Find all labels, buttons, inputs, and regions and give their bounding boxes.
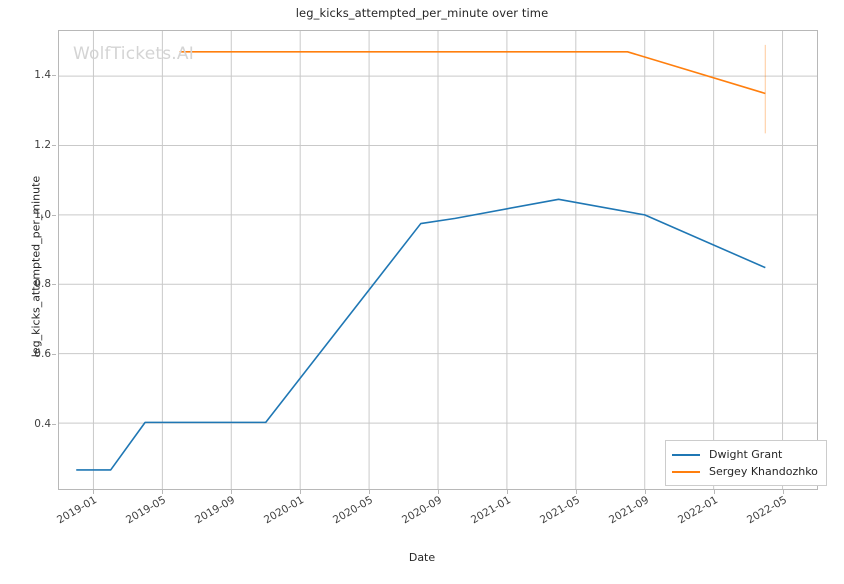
legend-swatch-blue (672, 453, 700, 456)
legend-swatch-orange (672, 470, 700, 473)
y-tick-label: 1.0 (34, 208, 51, 221)
x-tick-label: 2020-05 (330, 494, 375, 527)
series-line (179, 51, 766, 95)
x-tick-mark (438, 490, 439, 494)
x-tick-label: 2019-09 (192, 494, 237, 527)
series-line (76, 198, 766, 471)
x-tick-mark (507, 490, 509, 494)
y-tick-mark (52, 284, 56, 286)
chart-legend[interactable]: Dwight Grant Sergey Khandozhko (665, 440, 827, 486)
legend-label: Dwight Grant (709, 447, 783, 461)
x-tick-mark (714, 490, 716, 494)
x-tick-label: 2020-09 (400, 494, 444, 527)
x-tick-mark (368, 490, 370, 494)
y-tick-mark (52, 354, 56, 356)
y-tick-label: 1.4 (34, 69, 51, 82)
y-tick-label: 0.6 (34, 348, 51, 361)
data-series-layer (76, 44, 766, 471)
legend-item[interactable]: Dwight Grant (672, 446, 818, 463)
x-tick-label: 2019-05 (123, 494, 168, 527)
y-tick-mark (52, 214, 56, 216)
x-tick-mark (783, 490, 785, 494)
x-tick-mark (92, 490, 94, 494)
y-tick-mark (52, 75, 56, 77)
grid-lines (59, 31, 817, 489)
y-tick-label: 0.8 (34, 278, 51, 291)
x-tick-mark (645, 490, 647, 494)
x-axis-label: Date (408, 551, 436, 564)
y-tick-label: 1.2 (34, 139, 51, 151)
plot-area: WolfTickets.AI (58, 30, 818, 490)
x-tick-label: 2020-01 (261, 494, 306, 527)
x-axis-tick-labels: 2019-01 2019-05 2019-09 2020-01 2020-05 2020-… (0, 490, 844, 550)
x-tick-mark (576, 490, 578, 494)
y-tick-mark (52, 145, 56, 146)
chart-title: leg_kicks_attempted_per_minute over time (295, 6, 549, 20)
x-tick-mark (230, 490, 232, 494)
legend-item[interactable]: Sergey Khandozhko (672, 463, 818, 480)
x-tick-mark (161, 490, 163, 494)
legend-label: Sergey Khandozhko (709, 464, 818, 478)
y-tick-label: 0.4 (34, 417, 51, 430)
x-tick-label: 2022-05 (745, 494, 790, 527)
y-tick-mark (52, 423, 56, 425)
y-axis-tick-labels: 0.4 0.6 0.8 1.0 1.2 1.4 (0, 30, 56, 490)
x-tick-mark (299, 490, 301, 494)
